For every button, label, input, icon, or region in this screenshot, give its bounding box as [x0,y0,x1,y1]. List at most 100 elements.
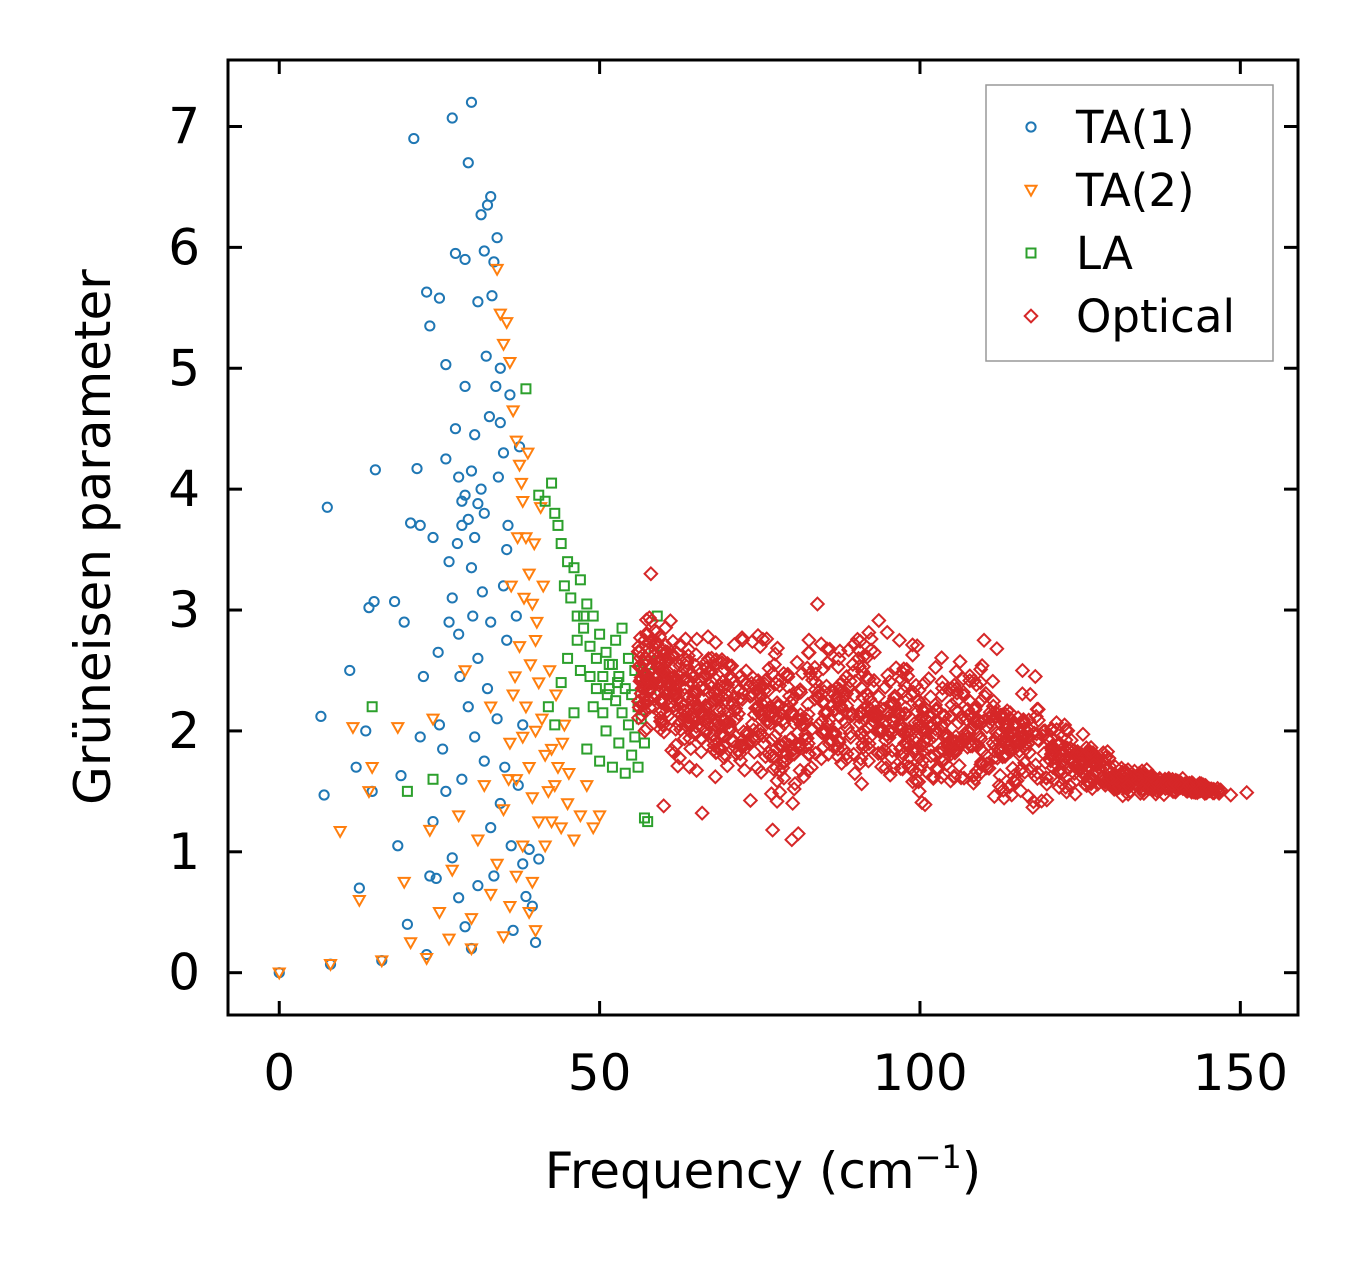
data-point [893,671,910,688]
data-point [456,519,468,532]
data-point [432,907,447,920]
data-point [1051,779,1067,796]
data-point [714,688,730,705]
data-point [534,713,550,727]
data-point [949,685,965,701]
data-point [369,464,381,476]
data-point [796,768,812,785]
data-point [801,632,817,648]
data-point [860,753,877,769]
data-point [525,792,540,806]
data-point [715,702,732,719]
data-point [676,702,692,719]
data-point [1130,771,1146,788]
data-point [520,447,536,461]
data-point [548,689,564,703]
data-point [820,746,837,762]
data-point [695,705,711,721]
legend: TA(1) TA(2) LA Optical [985,84,1274,362]
data-point [761,660,777,677]
data-point [553,822,569,836]
data-point [590,683,602,695]
data-point [462,513,474,525]
y-tick-label: 6 [168,218,200,276]
data-point [687,684,703,700]
data-point [488,870,500,882]
data-point [807,674,824,690]
data-point [702,661,719,678]
data-point [440,453,452,465]
series-ta-2- [272,263,607,981]
data-point [465,96,478,108]
data-point [808,666,824,682]
data-point [501,634,513,646]
data-point [667,658,683,675]
data-point [657,643,674,660]
data-point [977,688,993,705]
data-point [799,660,815,676]
data-point [526,900,538,912]
data-point [946,769,962,786]
data-point [758,694,774,710]
data-point [1100,771,1117,787]
data-point [578,622,590,634]
data-point [900,735,916,752]
data-point [973,731,989,747]
data-point [315,710,327,723]
data-point [739,727,755,744]
data-point [1045,738,1061,755]
data-point [612,677,624,689]
data-point [533,489,545,501]
data-point [822,641,838,657]
data-point [767,646,783,662]
data-point [694,805,710,821]
data-point [639,720,655,737]
data-point [804,721,820,737]
data-point [683,665,700,681]
data-point [847,765,863,782]
data-point [1042,752,1059,769]
data-point [427,531,439,544]
data-point [1002,705,1018,721]
data-point [539,495,551,507]
data-point [853,776,870,792]
data-point [1186,784,1202,800]
data-point [600,646,612,658]
data-point [941,748,957,764]
data-point [791,740,807,756]
data-point [989,750,1006,766]
data-point [424,870,436,882]
data-point [318,789,330,801]
data-point [861,691,878,707]
data-point [546,477,558,489]
data-point [981,710,998,726]
data-point [1035,728,1051,744]
data-point [502,901,518,914]
legend-marker [1025,247,1037,259]
data-point [606,761,618,773]
data-point [939,727,955,743]
data-point [657,619,674,636]
data-point [537,749,553,763]
data-point [707,769,724,785]
data-point [433,719,446,731]
data-point [927,659,944,676]
data-point [879,624,895,641]
data-point [427,815,439,828]
data-point [1027,668,1044,685]
data-point [911,697,927,713]
data-point [968,677,985,693]
data-point [469,429,481,441]
data-point [629,731,641,743]
data-point [753,679,769,695]
data-point [483,888,498,902]
data-point [842,725,858,741]
data-point [427,773,439,785]
data-point [673,695,689,712]
data-point [692,672,708,688]
data-point [722,671,739,688]
data-point [965,709,982,725]
data-point [1075,726,1091,742]
data-point [780,669,796,685]
data-point [606,658,618,670]
